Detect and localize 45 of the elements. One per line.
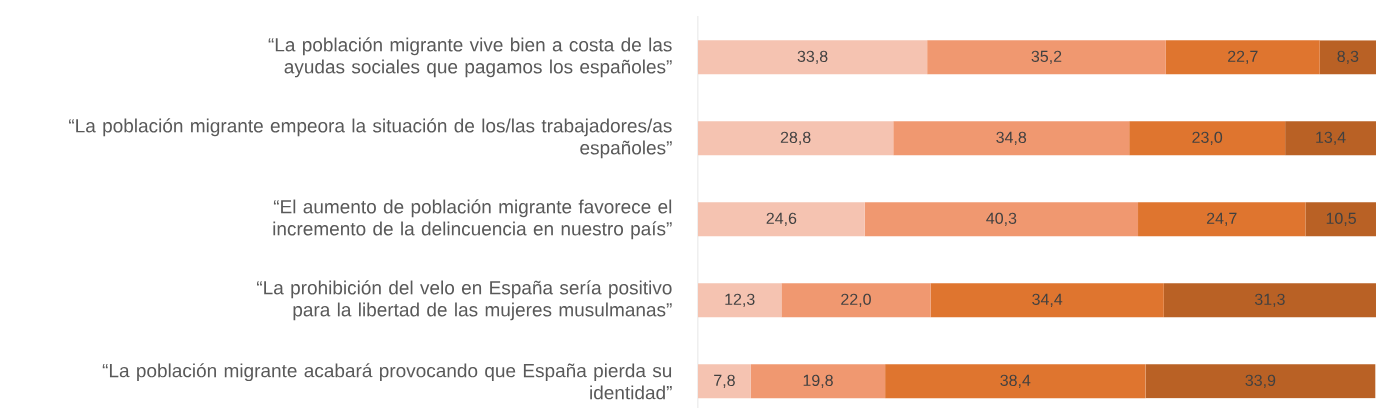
data-label: 40,3 xyxy=(986,212,1017,226)
bar xyxy=(1138,202,1306,237)
bar xyxy=(1305,202,1376,237)
y-tick-label: “La población migrante empeora la situación de los/las trabajadores/as españoles” xyxy=(69,118,672,159)
bar xyxy=(698,121,894,156)
data-label: 38,4 xyxy=(1000,374,1031,388)
data-label: 8,3 xyxy=(1337,50,1359,64)
data-label: 23,0 xyxy=(1192,131,1223,145)
data-label: 22,0 xyxy=(841,293,871,307)
data-label: 10,5 xyxy=(1326,212,1356,226)
bar xyxy=(893,121,1130,156)
data-label: 24,6 xyxy=(766,212,797,226)
bar xyxy=(930,283,1164,318)
y-tick-label: “La población migrante acabará provocando que España pierda su identidad” xyxy=(102,363,672,400)
bar xyxy=(1285,121,1376,156)
bar xyxy=(864,202,1139,237)
data-label: 13,4 xyxy=(1316,131,1346,145)
bar xyxy=(1145,364,1376,399)
data-label: 19,8 xyxy=(803,374,833,388)
data-label: 28,8 xyxy=(780,131,811,145)
data-label: 31,3 xyxy=(1254,293,1285,307)
data-label: 34,4 xyxy=(1032,293,1063,307)
bar xyxy=(927,40,1166,75)
bar xyxy=(698,40,928,75)
data-label: 33,9 xyxy=(1245,374,1276,388)
data-label: 22,7 xyxy=(1228,50,1258,64)
bar xyxy=(1165,40,1320,75)
bar xyxy=(698,283,782,318)
bar xyxy=(1319,40,1376,75)
y-tick-label: “La prohibición del velo en España sería positivo para la libertad de las mujeres musulmanas” xyxy=(257,280,672,321)
bar xyxy=(750,364,886,399)
data-label: 7,8 xyxy=(714,374,735,388)
data-label: 12,3 xyxy=(725,293,755,307)
data-label: 24,7 xyxy=(1206,212,1237,226)
bar xyxy=(1163,283,1376,318)
data-label: 35,2 xyxy=(1031,50,1062,64)
bar xyxy=(698,364,751,399)
bar xyxy=(885,364,1146,399)
y-tick-label: “El aumento de población migrante favorece el incremento de la delincuencia en nuestro país” xyxy=(273,199,672,240)
data-label: 34,8 xyxy=(996,131,1027,145)
bar xyxy=(1129,121,1286,156)
bar xyxy=(781,283,931,318)
y-tick-label: “La población migrante vive bien a costa de las ayudas sociales que pagamos los españoles” xyxy=(268,37,672,78)
data-label: 33,8 xyxy=(797,50,828,64)
bar xyxy=(698,202,865,237)
